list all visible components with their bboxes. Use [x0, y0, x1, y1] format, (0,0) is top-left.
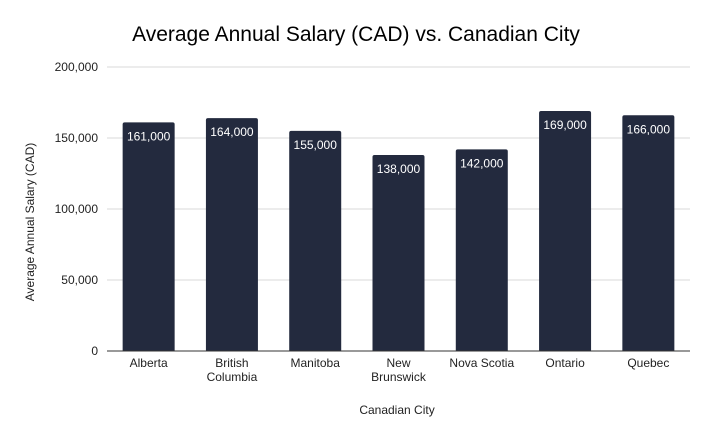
bar — [455, 149, 508, 351]
bar — [622, 115, 675, 351]
data-labels: 161,000 164,000 155,000 138,000 142,000 169,0… — [127, 118, 670, 176]
bar — [372, 155, 425, 351]
x-tick-label: Columbia — [207, 370, 258, 384]
x-tick-label: Alberta — [130, 356, 168, 370]
y-tick-label: 50,000 — [61, 273, 98, 287]
data-label: 166,000 — [627, 122, 671, 136]
x-tick-label: Nova Scotia — [449, 356, 514, 370]
bar — [205, 118, 258, 352]
y-axis-title: Average Annual Salary (CAD) — [23, 143, 37, 302]
data-label: 161,000 — [127, 129, 171, 143]
x-tick-label: British — [215, 356, 248, 370]
bar — [289, 130, 342, 351]
y-tick-label: 100,000 — [55, 202, 99, 216]
x-tick-label: Manitoba — [291, 356, 341, 370]
data-label: 142,000 — [460, 156, 504, 170]
x-tick-label: Ontario — [545, 356, 585, 370]
data-label: 169,000 — [543, 118, 587, 132]
bars — [122, 111, 675, 352]
x-tick-label: Brunswick — [371, 370, 427, 384]
y-tick-label: 150,000 — [55, 131, 99, 145]
y-tick-label: 200,000 — [55, 60, 99, 74]
y-axis-ticks: 0 50,000 100,000 150,000 200,000 — [55, 60, 99, 358]
bar — [539, 111, 592, 352]
data-label: 155,000 — [294, 138, 338, 152]
data-label: 138,000 — [377, 162, 421, 176]
chart-title: Average Annual Salary (CAD) vs. Canadian… — [132, 23, 580, 46]
data-label: 164,000 — [210, 125, 254, 139]
x-tick-label: Quebec — [627, 356, 669, 370]
x-tick-label: New — [386, 356, 410, 370]
y-tick-label: 0 — [91, 344, 98, 358]
x-axis-title: Canadian City — [359, 403, 434, 417]
bar — [122, 122, 175, 351]
